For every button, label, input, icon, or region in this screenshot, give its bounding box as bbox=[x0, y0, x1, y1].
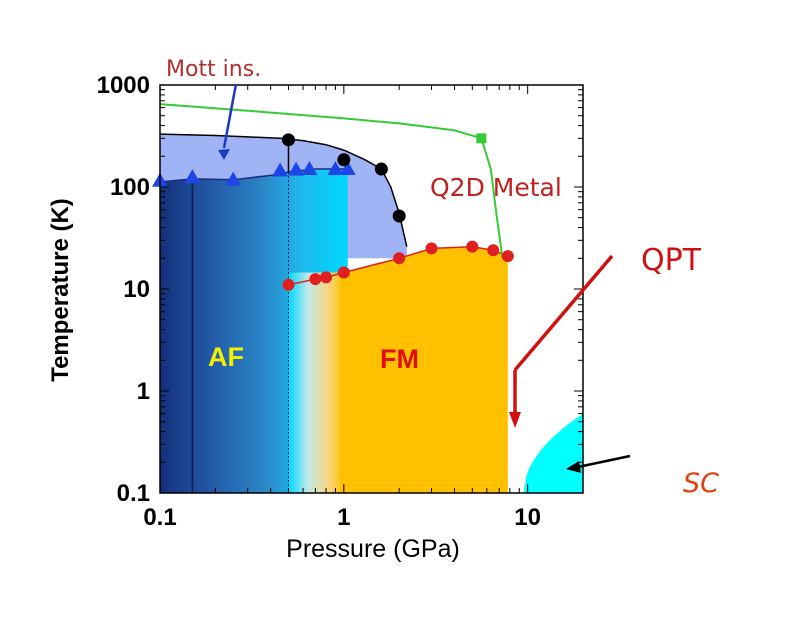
y-tick-label: 100 bbox=[110, 174, 150, 201]
series-0-point-3 bbox=[272, 162, 289, 177]
series-1-point-1 bbox=[337, 153, 351, 167]
x-tick-label: 1 bbox=[337, 504, 350, 531]
series-1-point-2 bbox=[374, 162, 388, 176]
series-2-point-8 bbox=[501, 250, 514, 263]
series-0-point-1 bbox=[184, 169, 201, 184]
y-tick-label: 1 bbox=[137, 378, 150, 405]
y-tick-label: 0.1 bbox=[117, 480, 150, 507]
af-fm-crossover-band bbox=[288, 272, 344, 493]
x-axis-title: Pressure (GPa) bbox=[286, 535, 460, 563]
series-1-point-0 bbox=[281, 133, 295, 147]
insulator-boundary-line bbox=[160, 133, 408, 247]
sc-pointer-arrowhead bbox=[566, 461, 581, 473]
mott-pointer-arrow bbox=[222, 83, 238, 149]
series-0-point-7 bbox=[339, 161, 356, 176]
q2d-metal-label: Q2D Metal bbox=[430, 173, 562, 202]
y-axis-title: Temperature (K) bbox=[47, 198, 74, 382]
sc-region bbox=[523, 413, 583, 493]
series-2-point-6 bbox=[466, 240, 479, 253]
sc-region-label: SC bbox=[683, 468, 719, 499]
series-2-point-5 bbox=[425, 242, 438, 255]
series-2-point-4 bbox=[393, 252, 406, 265]
series-0-point-2 bbox=[225, 171, 242, 186]
sc-pointer-arrow bbox=[577, 454, 631, 469]
metal-crossover-line bbox=[160, 103, 504, 259]
series-3-point-0 bbox=[476, 133, 487, 144]
mott-insulator-label: Mott ins. bbox=[166, 57, 261, 82]
af-region-label: AF bbox=[208, 342, 244, 372]
qpt-arrow-diagonal bbox=[513, 254, 614, 372]
series-2-point-0 bbox=[282, 278, 295, 291]
y-tick-label: 10 bbox=[123, 276, 150, 303]
qpt-label: QPT bbox=[641, 243, 702, 278]
series-2-point-1 bbox=[309, 273, 322, 286]
series-1-point-3 bbox=[392, 209, 406, 223]
series-0-point-4 bbox=[288, 161, 305, 176]
fm-region bbox=[339, 246, 508, 493]
series-2-point-7 bbox=[487, 244, 500, 257]
mott-pointer-arrowhead bbox=[218, 149, 230, 160]
x-tick-label: 0.1 bbox=[143, 504, 176, 531]
qpt-arrowhead bbox=[509, 412, 521, 428]
series-2-point-2 bbox=[320, 271, 333, 284]
y-tick-label: 1000 bbox=[97, 72, 150, 99]
x-tick-label: 10 bbox=[514, 504, 541, 531]
series-0-point-6 bbox=[327, 161, 344, 176]
series-2-point-3 bbox=[337, 266, 350, 279]
fm-region-label: FM bbox=[380, 344, 419, 374]
series-0-point-5 bbox=[301, 161, 318, 176]
